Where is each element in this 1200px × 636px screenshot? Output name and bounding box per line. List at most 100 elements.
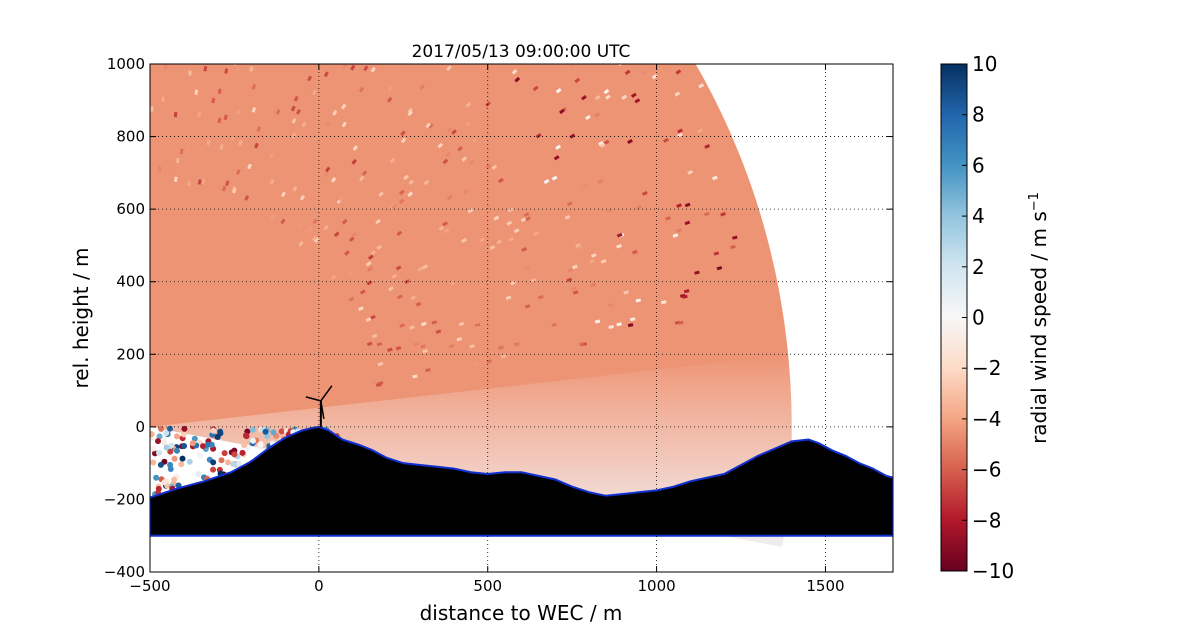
y-tick-label: 200 bbox=[116, 345, 145, 363]
speckle-gate bbox=[280, 42, 285, 48]
speckle-gate bbox=[468, 230, 475, 236]
speckle-gate bbox=[280, 191, 287, 198]
speckle-gate bbox=[445, 151, 452, 158]
speckle-gate bbox=[311, 89, 317, 96]
speckle-gate bbox=[269, 214, 276, 220]
speckle-gate bbox=[370, 66, 376, 73]
speckle-gate bbox=[566, 277, 573, 283]
clutter-point bbox=[225, 459, 232, 466]
speckle-gate bbox=[358, 306, 364, 312]
speckle-gate bbox=[257, 16, 261, 22]
clutter-point bbox=[158, 425, 165, 432]
speckle-gate bbox=[467, 208, 474, 214]
speckle-gate bbox=[514, 76, 521, 83]
turbine-blade bbox=[305, 396, 322, 402]
speckle-gate bbox=[312, 218, 318, 225]
speckle-gate bbox=[236, 109, 241, 116]
speckle-gate bbox=[462, 188, 469, 195]
speckle-gate bbox=[341, 57, 346, 63]
speckle-gate bbox=[417, 266, 424, 272]
speckle-gate bbox=[348, 44, 353, 50]
speckle-gate bbox=[348, 296, 355, 302]
speckle-gate bbox=[423, 179, 430, 186]
speckle-gate bbox=[697, 128, 704, 134]
speckle-gate bbox=[342, 11, 347, 17]
speckle-gate bbox=[206, 139, 211, 146]
speckle-gate bbox=[446, 195, 453, 201]
clutter-point bbox=[241, 442, 248, 449]
speckle-gate bbox=[248, 54, 252, 60]
speckle-gate bbox=[567, 267, 574, 273]
speckle-gate bbox=[716, 266, 723, 271]
speckle-gate bbox=[636, 205, 642, 210]
speckle-gate bbox=[479, 32, 485, 38]
speckle-gate bbox=[274, 4, 278, 10]
speckle-gate bbox=[603, 88, 610, 95]
speckle-gate bbox=[682, 294, 688, 299]
speckle-gate bbox=[221, 185, 227, 192]
speckle-gate bbox=[238, 140, 243, 146]
speckle-gate bbox=[489, 245, 496, 250]
speckle-gate bbox=[446, 126, 453, 133]
speckle-gate bbox=[313, 237, 320, 244]
y-tick-label: −200 bbox=[104, 490, 145, 508]
clutter-point bbox=[210, 427, 217, 434]
speckle-gate bbox=[212, 49, 216, 54]
colorbar-title-superscript: −1 bbox=[1027, 192, 1042, 211]
speckle-gate bbox=[451, 129, 457, 135]
speckle-gate bbox=[712, 175, 718, 181]
speckle-gate bbox=[594, 94, 601, 101]
speckle-gate bbox=[179, 55, 182, 60]
speckle-gate bbox=[389, 157, 396, 164]
clutter-point bbox=[181, 425, 188, 432]
speckle-gate bbox=[409, 325, 415, 330]
speckle-gate bbox=[452, 277, 459, 282]
speckle-gate bbox=[179, 148, 184, 154]
speckle-gate bbox=[627, 323, 634, 328]
speckle-gate bbox=[377, 362, 384, 367]
speckle-gate bbox=[600, 259, 607, 264]
speckle-gate bbox=[370, 250, 376, 256]
speckle-gate bbox=[617, 64, 624, 67]
clutter-point bbox=[167, 466, 174, 473]
speckle-gate bbox=[494, 355, 501, 360]
x-tick-label: 1000 bbox=[637, 577, 675, 595]
speckle-gate bbox=[375, 218, 381, 225]
clutter-point bbox=[195, 471, 202, 478]
speckle-gate bbox=[244, 195, 250, 201]
speckle-gate bbox=[350, 64, 356, 71]
speckle-gate bbox=[461, 156, 468, 162]
speckle-gate bbox=[459, 187, 465, 193]
clutter-point bbox=[257, 441, 264, 448]
speckle-gate bbox=[555, 144, 562, 150]
speckle-gate bbox=[596, 28, 602, 33]
speckle-gate bbox=[347, 0, 352, 2]
speckle-gate bbox=[665, 216, 671, 221]
speckle-gate bbox=[399, 323, 405, 328]
speckle-gate bbox=[465, 102, 472, 108]
speckle-gate bbox=[251, 83, 257, 90]
speckle-gate bbox=[579, 342, 585, 347]
speckle-gate bbox=[532, 85, 539, 92]
y-axis-ticks: −400 −200 0 200 400 600 800 1000 bbox=[104, 55, 893, 581]
speckle-gate bbox=[366, 341, 373, 347]
speckle-gate bbox=[582, 184, 588, 190]
speckle-gate bbox=[268, 5, 272, 11]
speckle-gate bbox=[635, 53, 641, 58]
clutter-point bbox=[264, 433, 271, 440]
speckle-gate bbox=[395, 346, 402, 351]
speckle-gate bbox=[704, 211, 710, 217]
x-tick-label: −500 bbox=[129, 577, 170, 595]
speckle-gate bbox=[175, 27, 178, 32]
clutter-point bbox=[174, 433, 181, 440]
speckle-gate bbox=[174, 176, 178, 182]
speckle-gate bbox=[513, 228, 520, 234]
speckle-gate bbox=[570, 286, 577, 291]
speckle-gate bbox=[492, 239, 498, 245]
speckle-gate bbox=[235, 13, 239, 19]
x-axis-title: distance to WEC / m bbox=[420, 601, 623, 625]
speckle-gate bbox=[533, 231, 539, 236]
speckle-gate bbox=[262, 38, 266, 44]
speckle-gate bbox=[474, 22, 480, 28]
speckle-gate bbox=[574, 77, 581, 84]
